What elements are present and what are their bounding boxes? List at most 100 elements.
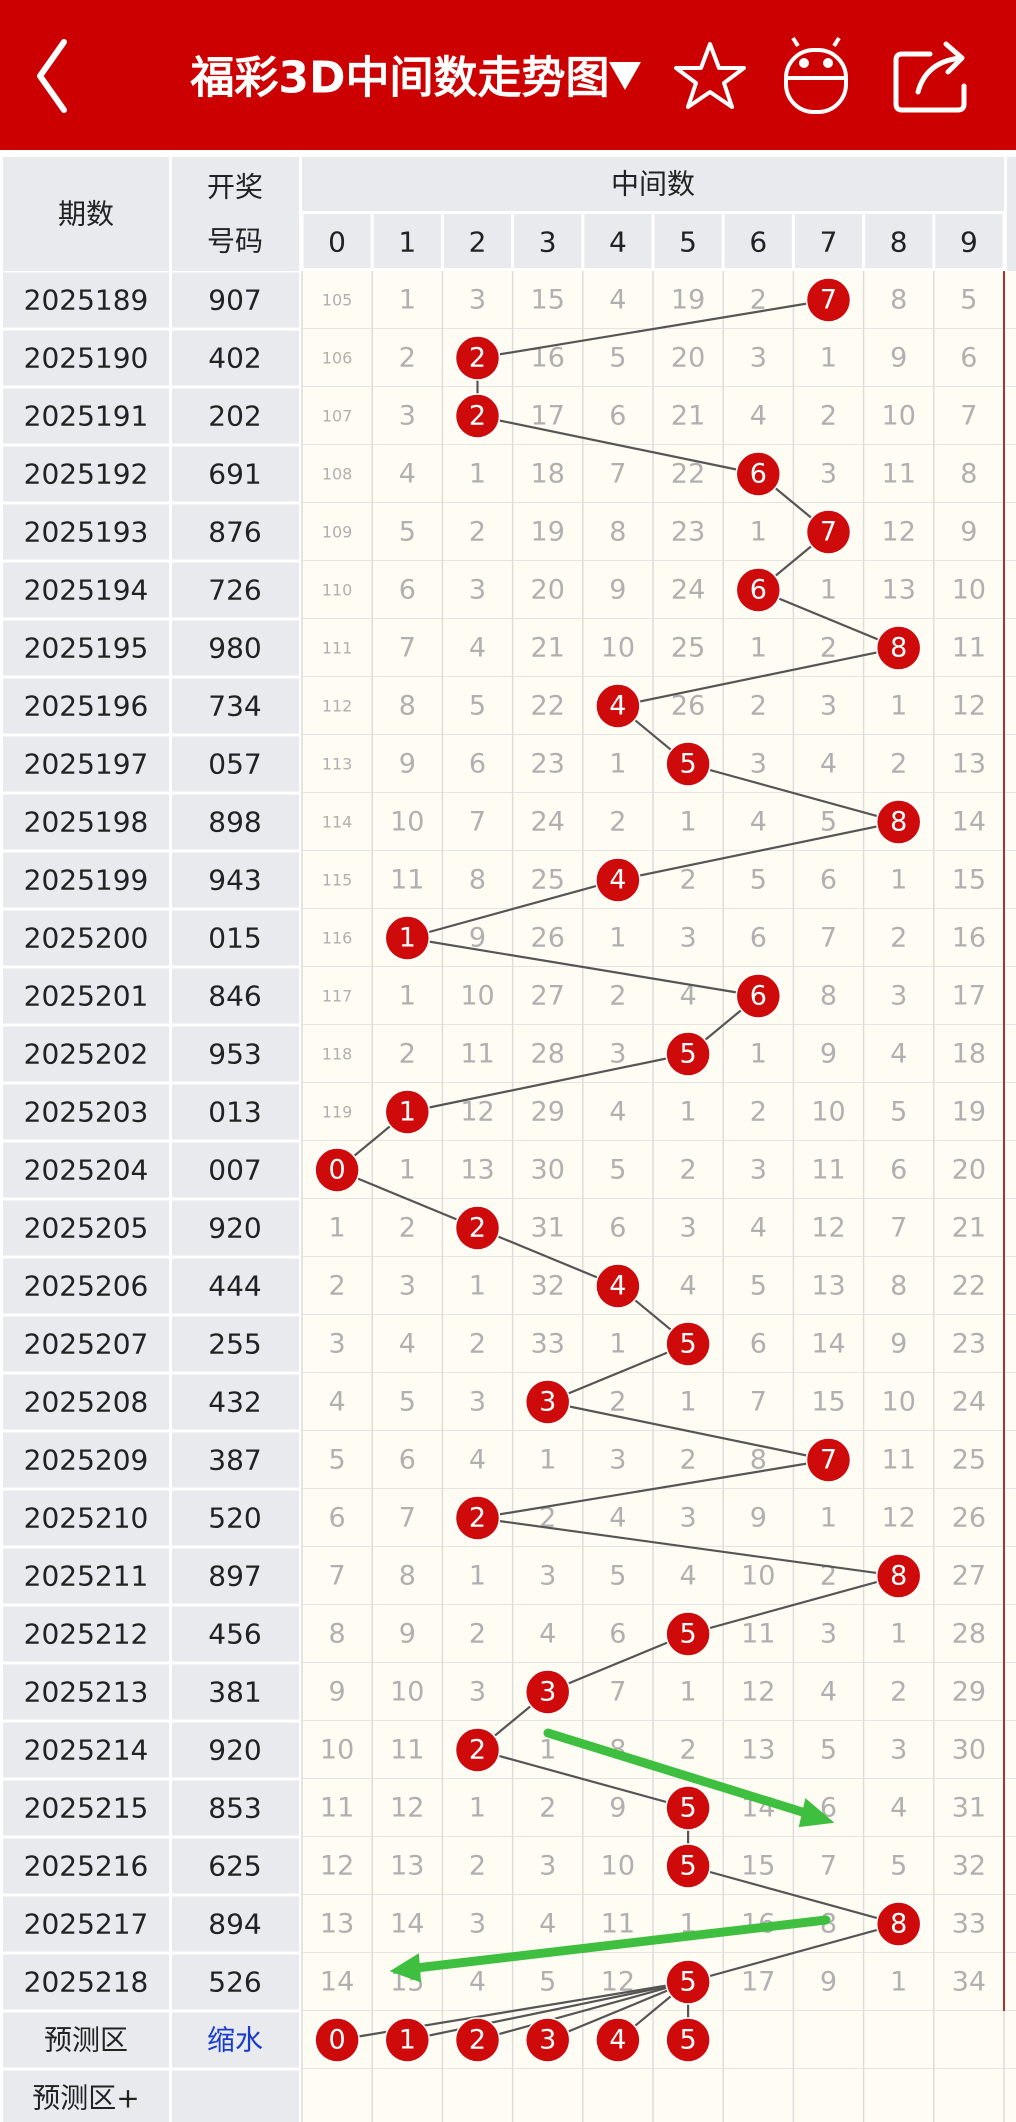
digit-header: 2 — [469, 226, 487, 259]
miss-count: 1 — [609, 923, 626, 954]
hit-digit: 2 — [469, 1503, 486, 1534]
row-bg — [172, 1026, 299, 1082]
miss-count: 22 — [531, 691, 565, 722]
row-bg — [172, 1316, 299, 1372]
digit-header: 7 — [820, 226, 838, 259]
miss-count: 12 — [460, 1097, 494, 1128]
miss-count: 3 — [750, 343, 767, 374]
miss-count: 2 — [469, 517, 486, 548]
miss-count: 116 — [322, 929, 353, 948]
period: 2025195 — [24, 632, 149, 665]
period: 2025208 — [24, 1386, 149, 1419]
trend-line — [687, 1864, 899, 1926]
miss-count: 16 — [952, 923, 986, 954]
hit-digit: 1 — [399, 923, 416, 954]
hit-ball — [735, 567, 782, 613]
row-bg — [3, 1606, 169, 1662]
share-button[interactable] — [893, 41, 967, 113]
miss-count: 2 — [890, 923, 907, 954]
miss-count: 5 — [890, 1851, 907, 1882]
miss-count: 9 — [399, 1619, 416, 1650]
miss-count: 4 — [820, 1677, 837, 1708]
period: 2025206 — [24, 1270, 149, 1303]
row-bg — [302, 1663, 1016, 1721]
miss-count: 3 — [680, 923, 697, 954]
hit-digit: 4 — [609, 1271, 626, 1302]
row-bg — [172, 1606, 299, 1662]
trend-line — [407, 878, 619, 940]
row-bg — [302, 1605, 1016, 1663]
miss-count: 4 — [539, 1909, 556, 1940]
row-bg — [3, 1084, 169, 1140]
miss-count: 117 — [322, 987, 353, 1006]
row-bg — [3, 794, 169, 850]
miss-count: 13 — [882, 575, 916, 606]
miss-count: 25 — [531, 865, 565, 896]
draw-number: 920 — [208, 1734, 261, 1767]
miss-count: 10 — [882, 1387, 916, 1418]
miss-count: 19 — [531, 517, 565, 548]
miss-count: 3 — [539, 1561, 556, 1592]
period: 2025199 — [24, 864, 149, 897]
miss-count: 1 — [890, 865, 907, 896]
favorite-button[interactable] — [674, 42, 746, 109]
row-bg — [3, 736, 169, 792]
miss-count: 4 — [890, 1793, 907, 1824]
miss-count: 4 — [399, 1329, 416, 1360]
miss-count: 26 — [952, 1503, 986, 1534]
prediction-digit: 2 — [469, 2025, 486, 2056]
android-button[interactable] — [784, 36, 848, 114]
miss-count: 3 — [469, 285, 486, 316]
miss-count: 2 — [329, 1271, 346, 1302]
row-bg — [172, 504, 299, 560]
miss-count: 3 — [539, 1851, 556, 1882]
miss-count: 4 — [399, 459, 416, 490]
row-bg — [172, 1954, 299, 2010]
miss-count: 1 — [820, 575, 837, 606]
miss-count: 2 — [820, 1561, 837, 1592]
prediction-digit: 1 — [399, 2025, 416, 2056]
draw-number: 897 — [208, 1560, 261, 1593]
miss-count: 29 — [952, 1677, 986, 1708]
miss-count: 17 — [531, 401, 565, 432]
prediction-ball — [595, 2017, 641, 2063]
hit-digit: 4 — [609, 691, 626, 722]
miss-count: 115 — [322, 871, 353, 890]
row-bg — [172, 1664, 299, 1720]
back-button[interactable] — [37, 39, 67, 113]
miss-count: 107 — [322, 407, 353, 426]
miss-count: 13 — [460, 1155, 494, 1186]
miss-count: 22 — [952, 1271, 986, 1302]
row-bg — [302, 851, 1016, 909]
miss-count: 10 — [741, 1561, 775, 1592]
period: 2025212 — [24, 1618, 149, 1651]
hit-digit: 5 — [680, 1039, 697, 1070]
period: 2025210 — [24, 1502, 149, 1535]
miss-count: 9 — [820, 1039, 837, 1070]
miss-count: 2 — [469, 1851, 486, 1882]
miss-count: 19 — [952, 1097, 986, 1128]
shrink-link[interactable]: 缩水 — [207, 2024, 263, 2057]
hit-digit: 6 — [750, 575, 767, 606]
miss-count: 8 — [750, 1445, 767, 1476]
row-bg — [172, 678, 299, 734]
header-cell — [172, 157, 299, 271]
miss-count: 12 — [811, 1213, 845, 1244]
miss-count: 20 — [952, 1155, 986, 1186]
hit-ball — [454, 1727, 501, 1773]
trend-line — [547, 1400, 829, 1462]
miss-count: 6 — [329, 1503, 346, 1534]
miss-count: 11 — [390, 865, 424, 896]
miss-count: 2 — [750, 691, 767, 722]
miss-count: 11 — [390, 1735, 424, 1766]
draw-number: 894 — [208, 1908, 261, 1941]
row-bg — [3, 910, 169, 966]
miss-count: 2 — [820, 401, 837, 432]
title-dropdown[interactable] — [609, 62, 641, 90]
miss-count: 4 — [609, 285, 626, 316]
hit-digit: 5 — [680, 1793, 697, 1824]
digit-header-cell — [935, 214, 1003, 268]
draw-number: 691 — [208, 458, 261, 491]
